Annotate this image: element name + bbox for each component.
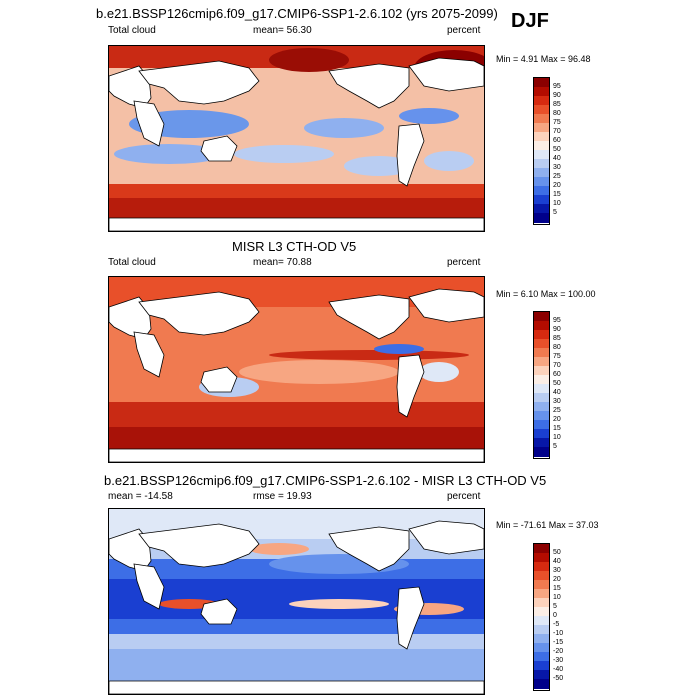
colorbar-tick: 10: [553, 594, 561, 601]
colorbar-tick: 85: [553, 335, 561, 342]
panel-minmax: Min = -71.61 Max = 37.03: [496, 520, 599, 530]
colorbar-tick: 15: [553, 585, 561, 592]
panel-minmax: Min = 4.91 Max = 96.48: [496, 54, 591, 64]
colorbar-tick: 30: [553, 398, 561, 405]
colorbar-tick: -50: [553, 675, 564, 682]
colorbar-tick: 0: [553, 612, 557, 619]
colorbar-tick: -40: [553, 666, 564, 673]
colorbar-tick: 85: [553, 101, 561, 108]
panel-minmax: Min = 6.10 Max = 100.00: [496, 289, 596, 299]
colorbar-tick: 95: [553, 83, 561, 90]
colorbar-tick: 5: [553, 443, 557, 450]
season-label: DJF: [511, 10, 549, 32]
colorbar-tick: 50: [553, 549, 561, 556]
colorbar-tick: 60: [553, 137, 561, 144]
panel-mean-label: mean= 70.88: [253, 257, 312, 268]
colorbar-tick: 80: [553, 344, 561, 351]
colorbar-tick: 25: [553, 173, 561, 180]
colorbar-tick: 10: [553, 434, 561, 441]
colorbar-tick: 75: [553, 353, 561, 360]
colorbar-tick: -5: [553, 621, 560, 628]
map-model-total-cloud: [108, 45, 485, 232]
colorbar-tick: 40: [553, 558, 561, 565]
colorbar-tick: 30: [553, 164, 561, 171]
panel-title: b.e21.BSSP126cmip6.f09_g17.CMIP6-SSP1-2.…: [104, 473, 547, 488]
colorbar-tick: 25: [553, 407, 561, 414]
colorbar-diff: [533, 543, 550, 691]
panel-title: MISR L3 CTH-OD V5: [232, 239, 357, 254]
colorbar-tick: 50: [553, 380, 561, 387]
colorbar-tick: 70: [553, 128, 561, 135]
colorbar-tick: 10: [553, 200, 561, 207]
colorbar-tick: -10: [553, 630, 564, 637]
colorbar-model: [533, 77, 550, 225]
colorbar-tick: 40: [553, 389, 561, 396]
colorbar-tick: 90: [553, 92, 561, 99]
colorbar-tick: 5: [553, 603, 557, 610]
colorbar-tick: -20: [553, 648, 564, 655]
panel-left-label: Total cloud: [108, 257, 156, 268]
colorbar-tick: 75: [553, 119, 561, 126]
colorbar-tick: 50: [553, 146, 561, 153]
colorbar-tick: 60: [553, 371, 561, 378]
panel-rmse-label: rmse = 19.93: [253, 491, 312, 502]
colorbar-tick: 15: [553, 191, 561, 198]
colorbar-tick: -30: [553, 657, 564, 664]
colorbar-tick: 20: [553, 416, 561, 423]
colorbar-tick: 30: [553, 567, 561, 574]
colorbar-tick: 90: [553, 326, 561, 333]
panel-units-label: percent: [447, 491, 481, 502]
colorbar-tick: 80: [553, 110, 561, 117]
colorbar-tick: 70: [553, 362, 561, 369]
panel-units-label: percent: [447, 257, 481, 268]
panel-mean-label: mean = -14.58: [108, 491, 173, 502]
map-obs-total-cloud: [108, 276, 485, 463]
map-diff-total-cloud: [108, 508, 485, 695]
panel-mean-label: mean= 56.30: [253, 25, 312, 36]
colorbar-tick: 20: [553, 182, 561, 189]
colorbar-tick: 20: [553, 576, 561, 583]
colorbar-tick: 5: [553, 209, 557, 216]
panel-title: b.e21.BSSP126cmip6.f09_g17.CMIP6-SSP1-2.…: [96, 6, 498, 21]
colorbar-tick: -15: [553, 639, 564, 646]
colorbar-tick: 40: [553, 155, 561, 162]
panel-units-label: percent: [447, 25, 481, 36]
colorbar-tick: 95: [553, 317, 561, 324]
colorbar-tick: 15: [553, 425, 561, 432]
colorbar-obs: [533, 311, 550, 459]
panel-left-label: Total cloud: [108, 25, 156, 36]
